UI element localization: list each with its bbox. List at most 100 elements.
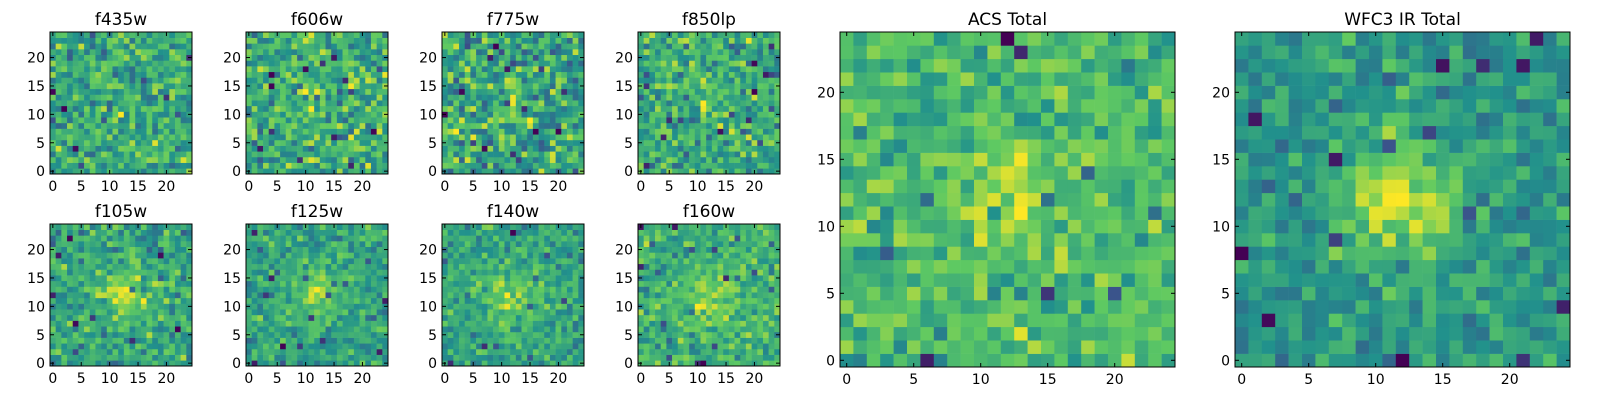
heatmap-cell bbox=[180, 241, 187, 248]
heatmap-cell bbox=[762, 100, 769, 107]
heatmap-cell bbox=[638, 286, 644, 293]
heatmap-cell bbox=[280, 343, 287, 350]
heatmap-cell bbox=[101, 258, 108, 265]
heatmap-cell bbox=[453, 252, 460, 259]
heatmap-cell bbox=[308, 331, 315, 338]
heatmap-cell bbox=[95, 60, 102, 67]
heatmap-cell bbox=[152, 348, 159, 355]
heatmap-cell bbox=[169, 235, 176, 242]
heatmap-cell bbox=[447, 77, 454, 84]
heatmap-cell bbox=[359, 269, 366, 276]
heatmap-cell bbox=[89, 111, 96, 118]
heatmap-cell bbox=[291, 348, 298, 355]
heatmap-cell bbox=[498, 122, 505, 129]
heatmap-cell bbox=[566, 235, 573, 242]
y-tick-label: 15 bbox=[27, 271, 45, 287]
heatmap-cell bbox=[123, 297, 130, 304]
heatmap-cell bbox=[274, 77, 281, 84]
heatmap-cell bbox=[376, 134, 383, 141]
heatmap-cell bbox=[297, 303, 304, 310]
heatmap-cell bbox=[740, 331, 747, 338]
heatmap-cell bbox=[55, 343, 62, 350]
heatmap-cell bbox=[106, 309, 113, 316]
heatmap-cell bbox=[453, 297, 460, 304]
heatmap-cell bbox=[672, 100, 679, 107]
heatmap-cell bbox=[515, 246, 522, 253]
heatmap-cell bbox=[447, 111, 454, 118]
heatmap-cell bbox=[555, 314, 562, 321]
heatmap-cell bbox=[660, 320, 667, 327]
heatmap-cell bbox=[677, 309, 684, 316]
heatmap-cell bbox=[504, 343, 511, 350]
heatmap-cell bbox=[274, 354, 281, 361]
heatmap-cell bbox=[660, 105, 667, 112]
heatmap-cell bbox=[689, 83, 696, 90]
heatmap-cell bbox=[186, 235, 193, 242]
heatmap-cell bbox=[291, 43, 298, 50]
heatmap-cell bbox=[101, 235, 108, 242]
heatmap-cell bbox=[72, 162, 79, 169]
heatmap-cell bbox=[370, 145, 377, 152]
heatmap-cell bbox=[174, 66, 181, 73]
heatmap-cell bbox=[140, 280, 147, 287]
heatmap-cell bbox=[263, 331, 270, 338]
heatmap-cell bbox=[572, 105, 579, 112]
heatmap-cell bbox=[453, 337, 460, 344]
heatmap-cell bbox=[382, 43, 389, 50]
heatmap-cell bbox=[331, 303, 338, 310]
heatmap-cell bbox=[549, 309, 556, 316]
heatmap-cell bbox=[538, 105, 545, 112]
heatmap-cell bbox=[112, 280, 119, 287]
heatmap-cell bbox=[572, 151, 579, 158]
heatmap-cell bbox=[660, 37, 667, 44]
heatmap-cell bbox=[112, 235, 119, 242]
heatmap-cell bbox=[61, 100, 68, 107]
heatmap-cell bbox=[470, 331, 477, 338]
heatmap-cell bbox=[308, 145, 315, 152]
heatmap-cell bbox=[566, 71, 573, 78]
heatmap-cell bbox=[84, 122, 91, 129]
heatmap-cell bbox=[572, 331, 579, 338]
heatmap-cell bbox=[728, 151, 735, 158]
heatmap-cell bbox=[655, 66, 662, 73]
heatmap-cell bbox=[50, 326, 56, 333]
heatmap-cell bbox=[527, 54, 534, 61]
heatmap-cell bbox=[263, 32, 270, 38]
heatmap-cell bbox=[649, 162, 656, 169]
heatmap-cell bbox=[487, 326, 494, 333]
heatmap-cell bbox=[706, 37, 713, 44]
heatmap-cell bbox=[572, 49, 579, 56]
heatmap-cell bbox=[638, 326, 644, 333]
heatmap-cell bbox=[257, 241, 264, 248]
heatmap-cell bbox=[146, 49, 153, 56]
heatmap-cell bbox=[655, 37, 662, 44]
heatmap-cell bbox=[135, 275, 142, 282]
heatmap-cell bbox=[470, 151, 477, 158]
heatmap-cell bbox=[470, 117, 477, 124]
heatmap-cell bbox=[336, 71, 343, 78]
heatmap-cell bbox=[711, 32, 718, 38]
heatmap-cell bbox=[476, 49, 483, 56]
heatmap-cell bbox=[251, 77, 258, 84]
heatmap-cell bbox=[268, 111, 275, 118]
heatmap-cell bbox=[50, 263, 56, 270]
heatmap-cell bbox=[157, 280, 164, 287]
heatmap-cell bbox=[174, 343, 181, 350]
heatmap-cell bbox=[740, 54, 747, 61]
x-tick-label: 15 bbox=[129, 179, 147, 195]
heatmap-cell bbox=[643, 326, 650, 333]
heatmap-cell bbox=[768, 360, 775, 367]
heatmap-cell bbox=[734, 139, 741, 146]
heatmap-cell bbox=[331, 139, 338, 146]
heatmap-cell bbox=[319, 37, 326, 44]
heatmap-cell bbox=[157, 117, 164, 124]
heatmap-cell bbox=[666, 162, 673, 169]
heatmap-cell bbox=[561, 128, 568, 135]
heatmap-cell bbox=[67, 134, 74, 141]
heatmap-cell bbox=[186, 309, 193, 316]
heatmap-cell bbox=[359, 297, 366, 304]
heatmap-cell bbox=[359, 280, 366, 287]
heatmap-cell bbox=[638, 88, 644, 95]
heatmap-cell bbox=[555, 37, 562, 44]
heatmap-cell bbox=[118, 77, 125, 84]
